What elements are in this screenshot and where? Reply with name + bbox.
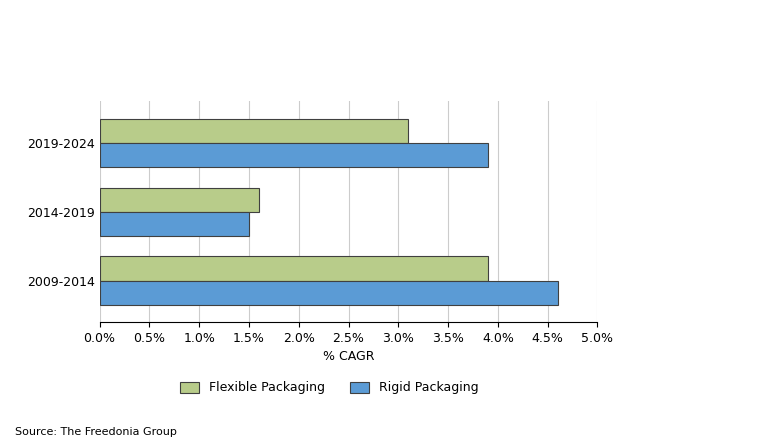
Bar — [100, 257, 488, 280]
Bar — [100, 212, 249, 236]
Text: Figure 3-2 | Growth Comparison: Rigid vs. Flexible Produce Packaging, 2009 – 202: Figure 3-2 | Growth Comparison: Rigid vs… — [8, 20, 708, 33]
Bar — [100, 119, 408, 143]
Text: Freedonia: Freedonia — [637, 77, 722, 93]
Text: Source: The Freedonia Group: Source: The Freedonia Group — [15, 426, 177, 437]
Legend: Flexible Packaging, Rigid Packaging: Flexible Packaging, Rigid Packaging — [175, 377, 483, 400]
Bar — [100, 187, 259, 212]
Bar — [100, 280, 558, 305]
X-axis label: % CAGR: % CAGR — [322, 350, 375, 363]
Bar — [100, 143, 488, 167]
